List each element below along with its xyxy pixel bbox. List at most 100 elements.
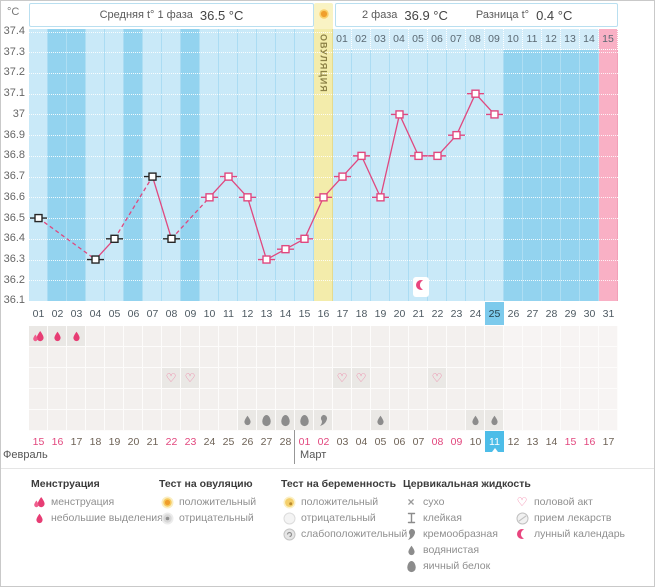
day-column-31[interactable] bbox=[599, 29, 618, 301]
day-column-17[interactable] bbox=[333, 29, 352, 301]
date-cell[interactable]: 17 bbox=[70, 435, 83, 448]
day-column-25[interactable] bbox=[485, 29, 504, 301]
cycle-day-cell-11[interactable]: 11 bbox=[223, 307, 234, 320]
day-column-06[interactable] bbox=[124, 29, 143, 301]
date-cell[interactable]: 22 bbox=[165, 435, 178, 448]
symbol-cell bbox=[523, 347, 542, 368]
cycle-day-cell-30[interactable]: 30 bbox=[583, 307, 596, 320]
cycle-day-cell-03[interactable]: 03 bbox=[70, 307, 83, 320]
cycle-day-cell-06[interactable]: 06 bbox=[127, 307, 140, 320]
cycle-day-cell-07[interactable]: 07 bbox=[146, 307, 159, 320]
day-column-21[interactable] bbox=[409, 29, 428, 301]
date-cell[interactable]: 21 bbox=[146, 435, 159, 448]
day-column-27[interactable] bbox=[523, 29, 542, 301]
day-column-18[interactable] bbox=[352, 29, 371, 301]
cycle-day-cell-12[interactable]: 12 bbox=[241, 307, 254, 320]
day-column-24[interactable] bbox=[466, 29, 485, 301]
cycle-day-cell-10[interactable]: 10 bbox=[203, 307, 216, 320]
day-column-30[interactable] bbox=[580, 29, 599, 301]
cycle-day-cell-24[interactable]: 24 bbox=[469, 307, 482, 320]
date-cell[interactable]: 13 bbox=[526, 435, 539, 448]
eggwhite-icon bbox=[406, 560, 417, 573]
day-column-09[interactable] bbox=[181, 29, 200, 301]
date-cell[interactable]: 14 bbox=[545, 435, 558, 448]
day-column-07[interactable] bbox=[143, 29, 162, 301]
cycle-day-cell-15[interactable]: 15 bbox=[298, 307, 311, 320]
date-cell[interactable]: 26 bbox=[241, 435, 254, 448]
date-cell[interactable]: 02 bbox=[317, 435, 330, 448]
day-column-15[interactable] bbox=[295, 29, 314, 301]
date-cell[interactable]: 25 bbox=[222, 435, 235, 448]
date-cell[interactable]: 12 bbox=[507, 435, 520, 448]
date-cell[interactable]: 15 bbox=[564, 435, 577, 448]
day-column-16[interactable] bbox=[314, 29, 333, 301]
cycle-day-cell-14[interactable]: 14 bbox=[279, 307, 292, 320]
date-cell[interactable]: 16 bbox=[51, 435, 64, 448]
date-cell[interactable]: 27 bbox=[260, 435, 273, 448]
date-cell[interactable]: 04 bbox=[355, 435, 368, 448]
day-column-20[interactable] bbox=[390, 29, 409, 301]
cycle-day-cell-17[interactable]: 17 bbox=[336, 307, 349, 320]
cycle-day-cell-04[interactable]: 04 bbox=[89, 307, 102, 320]
cycle-day-cell-16[interactable]: 16 bbox=[317, 307, 330, 320]
day-column-12[interactable] bbox=[238, 29, 257, 301]
date-cell[interactable]: 03 bbox=[336, 435, 349, 448]
day-column-26[interactable] bbox=[504, 29, 523, 301]
date-cell[interactable]: 18 bbox=[89, 435, 102, 448]
date-cell[interactable]: 20 bbox=[127, 435, 140, 448]
cycle-day-cell-27[interactable]: 27 bbox=[526, 307, 539, 320]
cycle-day-cell-13[interactable]: 13 bbox=[260, 307, 273, 320]
cycle-day-cell-08[interactable]: 08 bbox=[165, 307, 178, 320]
date-cell[interactable]: 16 bbox=[583, 435, 596, 448]
cycle-day-cell-01[interactable]: 01 bbox=[32, 307, 45, 320]
cycle-day-cell-09[interactable]: 09 bbox=[184, 307, 197, 320]
day-column-19[interactable] bbox=[371, 29, 390, 301]
cycle-day-cell-20[interactable]: 20 bbox=[393, 307, 406, 320]
date-cell[interactable]: 24 bbox=[203, 435, 216, 448]
day-column-03[interactable] bbox=[67, 29, 86, 301]
cycle-day-cell-29[interactable]: 29 bbox=[564, 307, 577, 320]
legend-item-creamy: кремообразная bbox=[403, 526, 531, 542]
date-cell[interactable]: 11 bbox=[485, 431, 504, 452]
legend-item-label: клейкая bbox=[423, 512, 462, 524]
menses-heavy-icon bbox=[33, 496, 46, 509]
day-column-05[interactable] bbox=[105, 29, 124, 301]
date-cell[interactable]: 17 bbox=[602, 435, 615, 448]
date-cell[interactable]: 19 bbox=[108, 435, 121, 448]
date-cell[interactable]: 06 bbox=[393, 435, 406, 448]
cycle-day-cell-21[interactable]: 21 bbox=[412, 307, 425, 320]
y-axis-tick: 36.6 bbox=[3, 190, 25, 203]
date-cell[interactable]: 28 bbox=[279, 435, 292, 448]
day-column-13[interactable] bbox=[257, 29, 276, 301]
day-column-29[interactable] bbox=[561, 29, 580, 301]
date-cell[interactable]: 08 bbox=[431, 435, 444, 448]
day-column-22[interactable] bbox=[428, 29, 447, 301]
cycle-day-cell-23[interactable]: 23 bbox=[450, 307, 463, 320]
date-cell[interactable]: 01 bbox=[298, 435, 311, 448]
day-column-10[interactable] bbox=[200, 29, 219, 301]
day-column-01[interactable] bbox=[29, 29, 48, 301]
cycle-day-cell-26[interactable]: 26 bbox=[507, 307, 520, 320]
date-cell[interactable]: 10 bbox=[469, 435, 482, 448]
cycle-day-cell-28[interactable]: 28 bbox=[545, 307, 558, 320]
day-column-11[interactable] bbox=[219, 29, 238, 301]
symbol-cell bbox=[599, 410, 618, 431]
cycle-day-cell-18[interactable]: 18 bbox=[355, 307, 368, 320]
day-column-28[interactable] bbox=[542, 29, 561, 301]
cycle-day-cell-19[interactable]: 19 bbox=[374, 307, 387, 320]
cycle-day-cell-22[interactable]: 22 bbox=[431, 307, 444, 320]
cycle-day-cell-25[interactable]: 25 bbox=[485, 302, 504, 325]
day-column-02[interactable] bbox=[48, 29, 67, 301]
date-cell[interactable]: 15 bbox=[32, 435, 45, 448]
cycle-day-cell-05[interactable]: 05 bbox=[108, 307, 121, 320]
day-column-04[interactable] bbox=[86, 29, 105, 301]
cycle-day-cell-31[interactable]: 31 bbox=[602, 307, 615, 320]
day-column-23[interactable] bbox=[447, 29, 466, 301]
date-cell[interactable]: 09 bbox=[450, 435, 463, 448]
date-cell[interactable]: 05 bbox=[374, 435, 387, 448]
day-column-14[interactable] bbox=[276, 29, 295, 301]
date-cell[interactable]: 23 bbox=[184, 435, 197, 448]
cycle-day-cell-02[interactable]: 02 bbox=[51, 307, 64, 320]
date-cell[interactable]: 07 bbox=[412, 435, 425, 448]
